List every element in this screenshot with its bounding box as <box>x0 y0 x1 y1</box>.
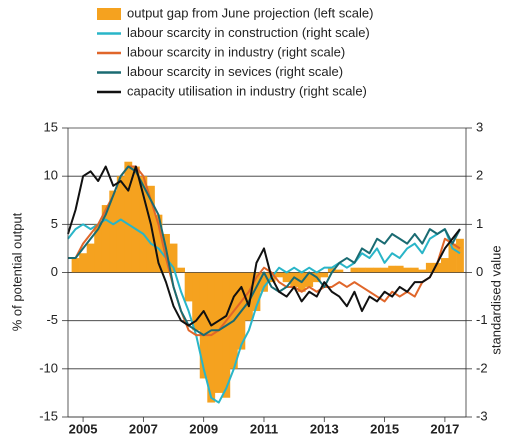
y-axis-label: % of potential output <box>9 212 24 331</box>
y2-tick-label: 3 <box>476 119 483 134</box>
legend-label: labour scarcity in industry (right scale… <box>127 44 345 59</box>
bar <box>94 224 103 273</box>
bar <box>395 265 404 273</box>
bar <box>365 267 374 273</box>
legend-label: labour scarcity in construction (right s… <box>127 25 370 40</box>
bar <box>199 272 208 379</box>
bar <box>71 258 80 273</box>
bar <box>244 272 253 321</box>
line <box>67 218 461 404</box>
bar <box>388 265 397 273</box>
x-tick-label: 2013 <box>310 421 339 436</box>
bar <box>260 272 268 292</box>
legend-label: labour scarcity in sevices (right scale) <box>127 64 343 79</box>
y-tick-label: -15 <box>39 408 58 423</box>
x-tick-label: 2011 <box>250 421 278 436</box>
y-tick-label: 15 <box>44 119 58 134</box>
x-tick-label: 2017 <box>430 421 459 436</box>
bar <box>380 267 389 273</box>
bar <box>252 272 261 312</box>
bar <box>305 272 314 287</box>
line <box>67 165 461 327</box>
bar <box>116 176 125 273</box>
y-tick-label: -10 <box>39 360 58 375</box>
y2-axis-label: standardised value <box>488 245 503 354</box>
bar <box>222 272 231 398</box>
bar <box>403 267 412 273</box>
bar <box>275 272 283 278</box>
bar <box>350 267 359 273</box>
bar <box>425 262 434 273</box>
line <box>68 165 461 337</box>
bar <box>192 272 201 331</box>
y-tick-label: 10 <box>44 168 58 183</box>
x-tick-label: 2007 <box>129 421 158 436</box>
bar <box>109 190 118 273</box>
x-tick-label: 2009 <box>189 421 218 436</box>
bar <box>418 269 427 273</box>
y2-tick-label: -2 <box>476 360 488 375</box>
bar <box>139 176 148 273</box>
bar <box>131 166 140 273</box>
bar <box>440 258 449 273</box>
bar <box>169 243 178 273</box>
bar <box>79 253 87 273</box>
x-tick-label: 2005 <box>69 421 98 436</box>
bar <box>177 267 185 273</box>
y2-tick-label: -3 <box>476 408 488 423</box>
x-tick-label: 2015 <box>370 421 399 436</box>
legend-label: output gap from June projection (left sc… <box>127 5 373 20</box>
y2-tick-label: 1 <box>476 216 483 231</box>
bar <box>184 272 193 302</box>
bar <box>456 238 464 273</box>
bar <box>154 214 163 273</box>
bar <box>433 262 442 273</box>
bar <box>290 272 299 287</box>
y2-tick-label: 2 <box>476 168 483 183</box>
y2-tick-label: -1 <box>476 312 488 327</box>
y-tick-label: 0 <box>51 264 58 279</box>
y-tick-label: 5 <box>51 216 58 231</box>
bar <box>410 267 419 273</box>
bar <box>207 272 216 403</box>
bar <box>101 205 110 273</box>
legend-label: capacity utilisation in industry (right … <box>127 83 367 98</box>
bar <box>335 269 344 273</box>
bar <box>327 267 336 273</box>
bar <box>214 272 223 393</box>
bar <box>282 272 291 283</box>
bar <box>448 243 457 273</box>
legend-swatch <box>97 8 121 20</box>
bar <box>124 161 133 273</box>
y-tick-label: -5 <box>46 312 58 327</box>
bar <box>86 243 95 273</box>
bar <box>373 267 381 273</box>
bar <box>320 272 329 278</box>
y2-tick-label: 0 <box>476 264 483 279</box>
bar <box>358 267 366 273</box>
